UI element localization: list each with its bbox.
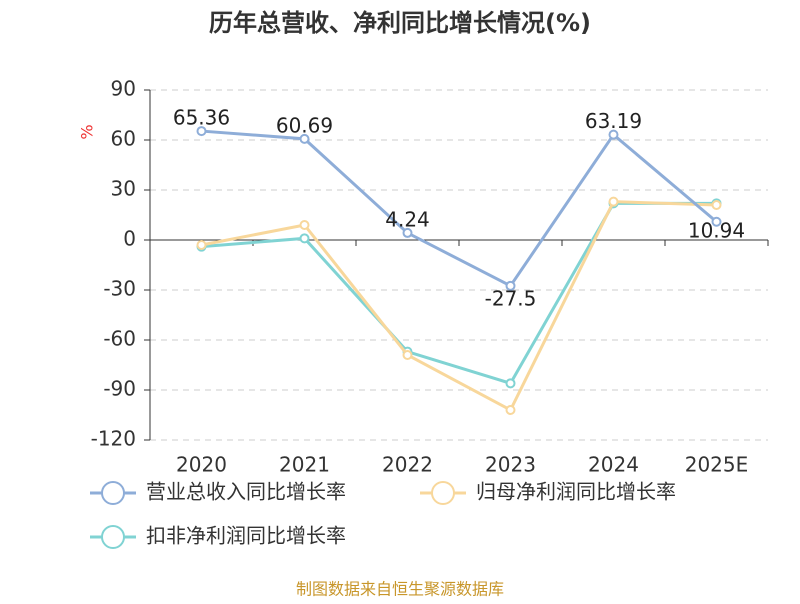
data-label: 63.19	[585, 109, 642, 133]
x-tick-label: 2025E	[685, 453, 749, 477]
data-point	[196, 126, 207, 137]
data-point	[299, 133, 310, 144]
y-tick-label: -60	[103, 327, 136, 351]
source-note: 制图数据来自恒生聚源数据库	[296, 580, 504, 599]
legend-swatch	[431, 481, 455, 505]
data-point	[505, 280, 516, 291]
legend-label: 扣非净利润同比增长率	[146, 524, 346, 548]
series-line	[201, 129, 718, 288]
y-tick-label: -90	[103, 377, 136, 401]
data-point	[299, 220, 310, 230]
data-point	[402, 227, 413, 238]
data-label: 65.36	[173, 106, 230, 130]
legend-label: 营业总收入同比增长率	[146, 480, 346, 504]
series-line	[201, 200, 717, 413]
data-point	[196, 240, 207, 250]
data-label: 60.69	[276, 113, 333, 137]
data-label: -27.5	[485, 286, 537, 310]
y-tick-label: 90	[111, 77, 136, 101]
y-tick-label: -120	[91, 427, 136, 451]
x-tick-label: 2023	[485, 453, 536, 477]
legend-swatch	[101, 525, 125, 549]
chart-title: 历年总营收、净利同比增长情况(%)	[209, 9, 591, 37]
legend-label: 归母净利润同比增长率	[476, 480, 676, 504]
data-point	[608, 129, 619, 140]
data-label: 10.94	[688, 218, 745, 242]
data-point	[711, 216, 722, 227]
data-point	[505, 405, 516, 415]
data-point	[711, 200, 722, 210]
y-tick-label: -30	[103, 277, 136, 301]
data-point	[402, 350, 413, 360]
x-tick-label: 2020	[176, 453, 227, 477]
y-tick-label: 30	[111, 177, 136, 201]
y-tick-label: 60	[111, 127, 136, 151]
y-tick-label: 0	[123, 227, 136, 251]
legend-swatch	[101, 481, 125, 505]
x-tick-label: 2022	[382, 453, 433, 477]
data-point	[299, 233, 310, 244]
x-tick-label: 2021	[279, 453, 330, 477]
data-point	[608, 196, 619, 207]
data-point	[505, 378, 516, 389]
data-label: 4.24	[385, 207, 430, 231]
x-tick-label: 2024	[588, 453, 639, 477]
y-axis-label: %	[78, 124, 97, 139]
